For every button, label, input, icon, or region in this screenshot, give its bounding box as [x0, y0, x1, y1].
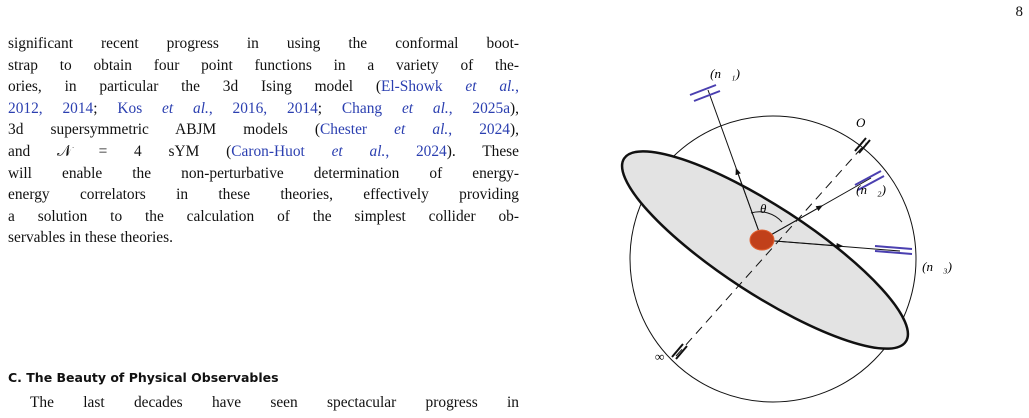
text-column: significant recent progress in using the…	[8, 33, 519, 249]
text-run: will enable the non-perturbative determi…	[8, 164, 519, 182]
text-line: strap to obtain four point functions in …	[8, 55, 519, 77]
citation[interactable]: et al.	[162, 99, 209, 117]
citation[interactable]: El-Showk	[381, 78, 466, 96]
collision	[749, 229, 775, 251]
arrows	[707, 89, 901, 252]
citation[interactable]: et al.	[394, 121, 449, 139]
text-run: energy correlators in these theories, ef…	[8, 186, 519, 204]
label: ℰ(n⃗₂)	[846, 182, 886, 197]
citation[interactable]: , 2025a	[448, 99, 511, 117]
citation[interactable]: 2012, 2014	[8, 99, 94, 117]
citation[interactable]: Kos	[117, 99, 163, 117]
text-run: significant recent progress in using the…	[8, 35, 519, 52]
citation[interactable]: ,	[515, 78, 519, 96]
citation[interactable]: et al.	[401, 99, 449, 117]
text-line: will enable the non-perturbative determi…	[8, 163, 519, 185]
text-run: and 𝒩 = 4 sYM (	[8, 142, 232, 160]
citation[interactable]: , 2016, 2014	[208, 99, 318, 117]
text-line: significant recent progress in using the…	[8, 33, 519, 55]
text-line: ories, in particular the 3d Ising model …	[8, 76, 519, 98]
paragraph: significant recent progress in using the…	[8, 33, 519, 249]
text-run: ),	[510, 121, 519, 139]
label: θ	[760, 201, 767, 216]
text-run: ). These	[446, 142, 520, 160]
citation[interactable]: , 2024	[385, 142, 447, 160]
text-line: a solution to the calculation of the sim…	[8, 206, 519, 228]
label: O	[856, 115, 866, 130]
citation[interactable]: et al.	[331, 142, 386, 160]
text-line: 3d supersymmetric ABJM models (Chester e…	[8, 119, 519, 141]
label: ℰ(n⃗₃)	[912, 259, 952, 274]
text-line: energy correlators in these theories, ef…	[8, 184, 519, 206]
citation[interactable]: et al.	[465, 78, 516, 96]
text-run: strap to obtain four point functions in …	[8, 56, 519, 74]
citation[interactable]: Caron-Huot	[231, 142, 332, 160]
citation[interactable]: Chester	[320, 121, 395, 139]
sphere	[629, 115, 917, 403]
end-marks	[671, 137, 871, 360]
citation[interactable]: , 2024	[448, 121, 510, 139]
angle-arc	[750, 211, 783, 223]
paragraph-line: The last decades have seen spectacular p…	[30, 394, 519, 411]
text-run: servables in these theories.	[8, 229, 173, 247]
text-line: and 𝒩 = 4 sYM (Caron-Huot et al., 2024).…	[8, 141, 519, 163]
text-run: ;	[93, 99, 118, 117]
section-heading: C. The Beauty of Physical Observables	[8, 370, 279, 385]
detectors	[689, 84, 913, 255]
text-line: 2012, 2014; Kos et al., 2016, 2014; Chan…	[8, 98, 519, 120]
citation[interactable]: Chang	[341, 99, 402, 117]
page-number: 8	[1015, 4, 1024, 20]
label: ℰ(n⃗₁)	[700, 66, 740, 81]
dashed-axis	[675, 142, 867, 357]
label: ∞	[655, 349, 664, 364]
text-run: ;	[317, 99, 342, 117]
text-run: ),	[510, 99, 520, 117]
text-run: 3d supersymmetric ABJM models (	[8, 121, 321, 139]
text-line: servables in these theories.	[8, 227, 519, 249]
text-run: a solution to the calculation of the sim…	[8, 207, 519, 225]
text-run: ories, in particular the 3d Ising model …	[8, 78, 381, 96]
